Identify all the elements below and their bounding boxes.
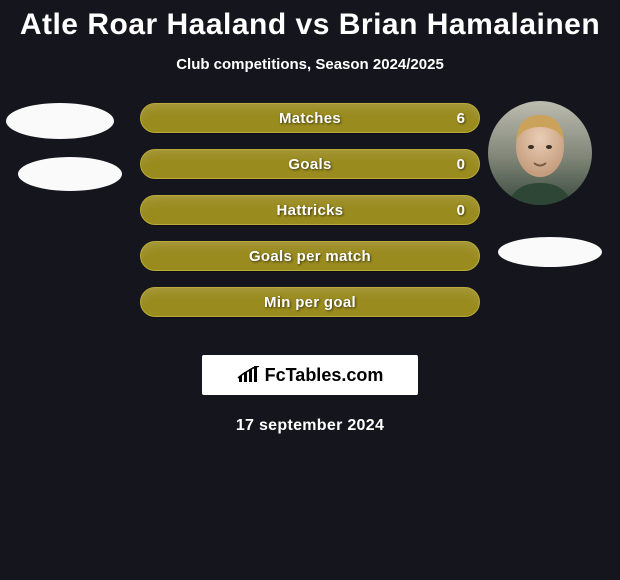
- stat-bars: Matches 6 Goals 0 Hattricks 0 Goals per …: [140, 103, 480, 333]
- avatar-person-icon: [488, 101, 592, 205]
- right-player-avatar: [488, 101, 592, 205]
- stat-label: Min per goal: [141, 288, 479, 316]
- comparison-area: Matches 6 Goals 0 Hattricks 0 Goals per …: [0, 103, 620, 343]
- right-player-placeholder: [498, 237, 602, 267]
- left-player-placeholder-1: [6, 103, 114, 139]
- stat-bar-hattricks: Hattricks 0: [140, 195, 480, 225]
- logo-text: FcTables.com: [265, 365, 384, 386]
- stat-bar-goals: Goals 0: [140, 149, 480, 179]
- stat-label: Goals: [141, 150, 479, 178]
- stat-bar-gpm: Goals per match: [140, 241, 480, 271]
- stat-value-right: 6: [457, 104, 465, 132]
- stat-value-right: 0: [457, 150, 465, 178]
- stat-value-right: 0: [457, 196, 465, 224]
- stat-label: Matches: [141, 104, 479, 132]
- page-title: Atle Roar Haaland vs Brian Hamalainen: [0, 0, 620, 42]
- stat-bar-mpg: Min per goal: [140, 287, 480, 317]
- page-subtitle: Club competitions, Season 2024/2025: [0, 56, 620, 73]
- fctables-logo-link[interactable]: FcTables.com: [202, 355, 418, 395]
- left-player-placeholder-2: [18, 157, 122, 191]
- stat-label: Goals per match: [141, 242, 479, 270]
- stat-label: Hattricks: [141, 196, 479, 224]
- bar-chart-icon: [237, 366, 261, 384]
- stat-bar-matches: Matches 6: [140, 103, 480, 133]
- snapshot-date: 17 september 2024: [0, 417, 620, 435]
